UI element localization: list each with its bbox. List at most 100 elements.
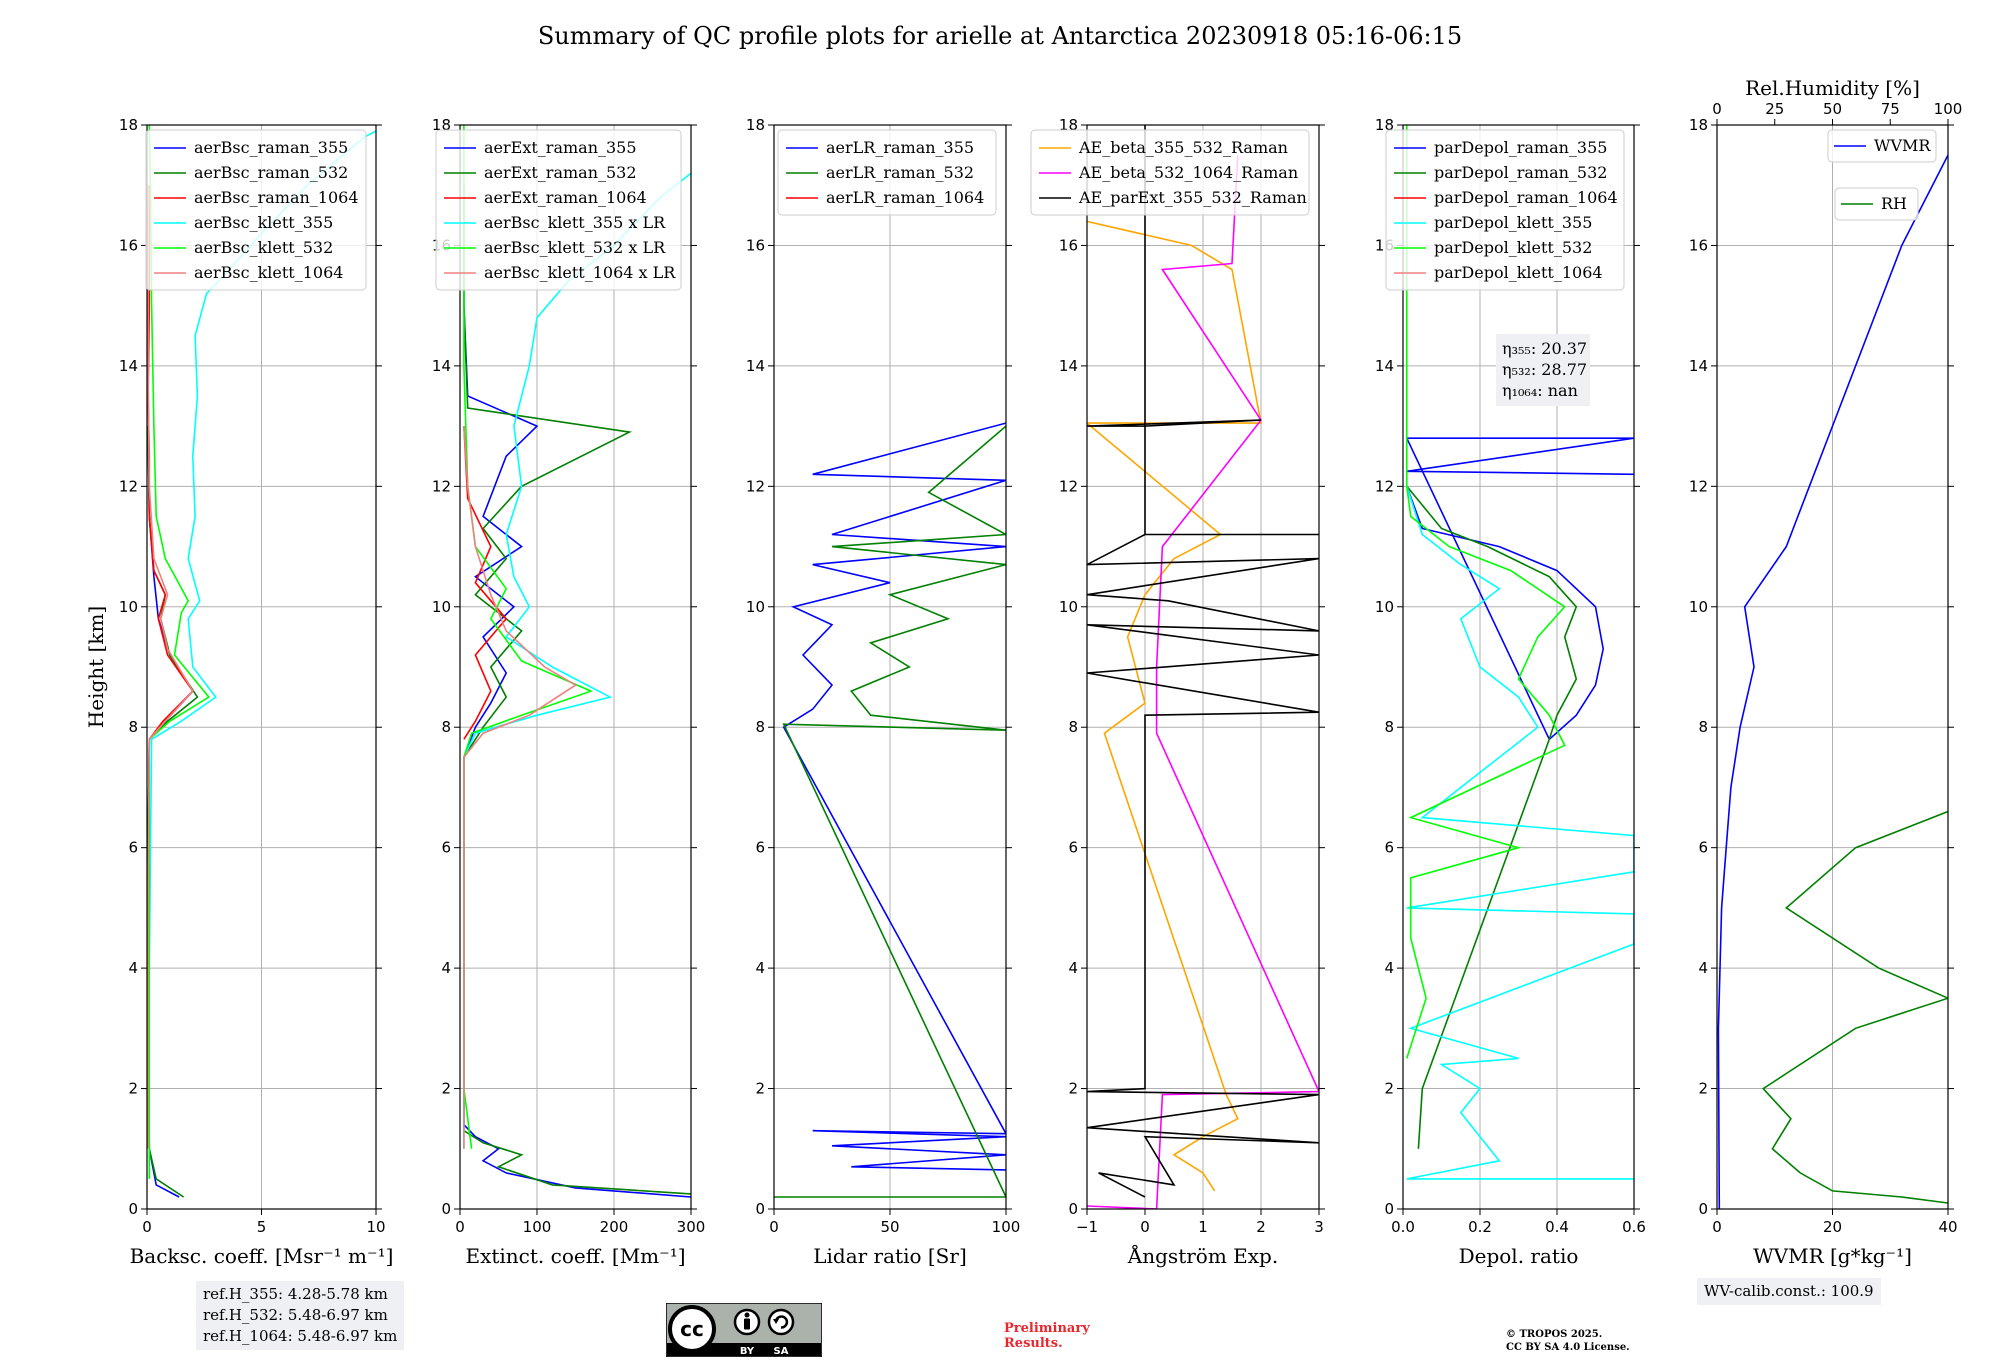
series-line (1087, 125, 1319, 1198)
y-tick-label: 10 (746, 598, 765, 616)
y-tick-label: 2 (1384, 1080, 1394, 1098)
x-tick-label: 0 (1140, 1218, 1150, 1236)
sa-icon (767, 1308, 795, 1336)
top-axis-label: Rel.Humidity [%] (1745, 76, 1920, 100)
legend-label: aerExt_raman_1064 (484, 188, 647, 207)
legend-label: aerBsc_raman_355 (194, 138, 348, 157)
axes-frame (1402, 124, 1635, 1210)
y-axis-label: Height [km] (84, 606, 108, 728)
top-tick-label: 100 (1934, 100, 1963, 118)
x-axis-label: Ångström Exp. (1127, 1243, 1278, 1268)
legend-box: WVMR (1827, 129, 1937, 163)
wv-calib-text: WV-calib.const.: 100.9 (1704, 1282, 1874, 1300)
legend-label: aerBsc_klett_1064 (194, 263, 343, 282)
eta-annotation: η₃₅₅: 20.37 η₅₃₂: 28.77 η₁₀₆₄: nan (1496, 334, 1590, 406)
annotation-line: η₅₃₂: 28.77 (1502, 360, 1587, 379)
y-tick-label: 8 (1384, 718, 1394, 736)
legend-frame (1030, 129, 1310, 216)
legend-frame (1385, 129, 1625, 291)
x-tick-label: 100 (992, 1218, 1021, 1236)
series-line (463, 185, 691, 1195)
ref-height-line: ref.H_1064: 5.48-6.97 km (203, 1327, 398, 1345)
legend-label: aerBsc_klett_532 (194, 238, 333, 257)
legend-label: parDepol_raman_355 (1434, 138, 1607, 157)
copyright-note: © TROPOS 2025. CC BY SA 4.0 License. (1506, 1328, 1630, 1354)
x-tick-label: 20 (1823, 1218, 1842, 1236)
y-tick-label: 6 (1384, 839, 1394, 857)
series-line (147, 426, 199, 1198)
y-tick-label: 4 (128, 959, 138, 977)
legend-frame (435, 129, 682, 291)
series-line (463, 185, 691, 1198)
y-tick-label: 14 (746, 357, 765, 375)
x-tick-label: 0 (769, 1218, 779, 1236)
wv-calib-box: WV-calib.const.: 100.9 (1697, 1278, 1881, 1305)
series-line (463, 426, 508, 740)
legend-box: aerBsc_raman_355 aerBsc_raman_532 aerBsc_r… (145, 129, 367, 291)
y-tick-label: 4 (441, 959, 451, 977)
legend-box: aerLR_raman_355 aerLR_raman_532 aerLR_rama… (777, 129, 997, 216)
by-icon (733, 1308, 761, 1336)
legend-frame (145, 129, 367, 291)
y-tick-label: 2 (1068, 1080, 1078, 1098)
x-axis-label: Extinct. coeff. [Mm⁻¹] (465, 1244, 685, 1268)
y-tick-label: 18 (1375, 116, 1394, 134)
y-tick-label: 8 (1068, 718, 1078, 736)
series-line (1406, 486, 1634, 1180)
panel-lidar_ratio: 0 50 100 0 2 4 6 8 10 12 14 16 18 Lidar ratio [Sr] aer… (746, 116, 1020, 1268)
cc-license-badge: cc BY SA (666, 1303, 822, 1357)
series-line (147, 185, 194, 1149)
y-tick-label: 18 (746, 116, 765, 134)
series-line (1717, 154, 1948, 1209)
legend-label: aerBsc_raman_1064 (194, 188, 359, 207)
y-tick-label: 16 (746, 236, 765, 254)
y-tick-label: 10 (1059, 598, 1078, 616)
series-line (1087, 155, 1319, 1209)
cc-icon: cc (668, 1305, 716, 1353)
preliminary-line: Results. (1004, 1336, 1063, 1351)
x-tick-label: 3 (1314, 1218, 1324, 1236)
by-label: BY (740, 1346, 755, 1357)
legend-label: aerExt_raman_532 (484, 163, 637, 182)
y-tick-label: 12 (119, 477, 138, 495)
y-tick-label: 12 (1689, 477, 1708, 495)
y-tick-label: 6 (1698, 839, 1708, 857)
legend-label: aerLR_raman_355 (826, 138, 974, 157)
legend-frame (777, 129, 997, 216)
legend-label: aerLR_raman_532 (826, 163, 974, 182)
legend-label: parDepol_klett_532 (1434, 238, 1592, 257)
y-tick-label: 0 (755, 1200, 765, 1218)
y-tick-label: 4 (1698, 959, 1708, 977)
y-tick-label: 6 (441, 839, 451, 857)
x-tick-label: 100 (523, 1218, 552, 1236)
legend-label: aerExt_raman_355 (484, 138, 637, 157)
y-tick-label: 10 (432, 598, 451, 616)
y-tick-label: 18 (1689, 116, 1708, 134)
y-tick-label: 14 (1375, 357, 1394, 375)
copyright-line: © TROPOS 2025. (1506, 1329, 1603, 1340)
x-axis-label: Lidar ratio [Sr] (813, 1244, 967, 1268)
y-tick-label: 16 (1689, 236, 1708, 254)
top-tick-label: 75 (1881, 100, 1900, 118)
legend-label: parDepol_raman_532 (1434, 163, 1607, 182)
copyright-line: CC BY SA 4.0 License. (1506, 1342, 1630, 1353)
ref-height-box: ref.H_355: 4.28-5.78 km ref.H_532: 5.48-… (196, 1281, 405, 1350)
x-axis-label: Backsc. coeff. [Msr⁻¹ m⁻¹] (130, 1244, 394, 1268)
y-tick-label: 18 (119, 116, 138, 134)
x-tick-label: −1 (1076, 1218, 1098, 1236)
ref-height-line: ref.H_532: 5.48-6.97 km (203, 1306, 388, 1324)
x-axis-label: Depol. ratio (1459, 1244, 1579, 1268)
x-tick-label: 0.0 (1391, 1218, 1415, 1236)
x-tick-label: 0 (455, 1218, 465, 1236)
y-tick-label: 10 (119, 598, 138, 616)
y-tick-label: 6 (128, 839, 138, 857)
y-tick-label: 0 (1384, 1200, 1394, 1218)
y-tick-label: 14 (432, 357, 451, 375)
y-tick-label: 16 (1059, 236, 1078, 254)
preliminary-line: Preliminary (1004, 1321, 1090, 1336)
legend-label: AE_parExt_355_532_Raman (1078, 188, 1307, 207)
y-tick-label: 0 (1068, 1200, 1078, 1218)
y-tick-label: 8 (441, 718, 451, 736)
